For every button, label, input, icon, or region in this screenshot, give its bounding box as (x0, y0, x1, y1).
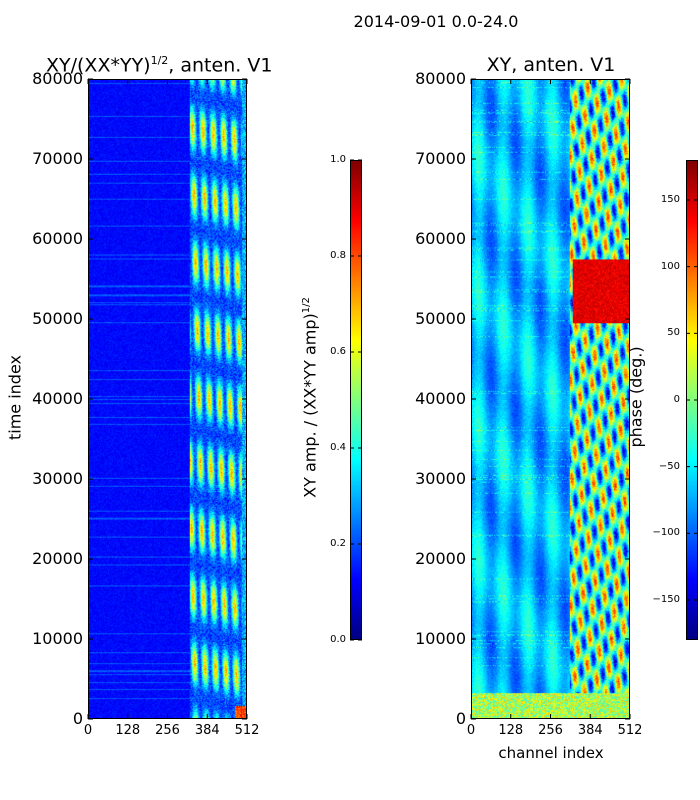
y-tick-label: 60000 (415, 229, 466, 248)
amplitude-colorbar-tick: 0.4 (330, 442, 346, 453)
amplitude-colorbar (350, 160, 362, 640)
y-tick-label: 50000 (32, 309, 83, 328)
amplitude-colorbar-tick: 0.0 (330, 634, 346, 645)
y-tick-label: 50000 (415, 309, 466, 328)
left-title-main: XY/(XX*YY) (46, 54, 151, 77)
right-panel-title: XY, anten. V1 (486, 54, 616, 76)
y-tick-label: 80000 (415, 69, 466, 88)
amplitude-colorbar-tick: 0.6 (330, 346, 346, 357)
y-tick-label: 60000 (32, 229, 83, 248)
y-tick-label: 30000 (32, 469, 83, 488)
x-tick-label: 128 (498, 723, 524, 738)
amplitude-colorbar-tick: 0.2 (330, 538, 346, 549)
y-tick-label: 10000 (415, 629, 466, 648)
x-tick-label: 384 (577, 723, 603, 738)
x-tick-label: 256 (155, 723, 180, 738)
y-tick-label: 0 (455, 709, 466, 728)
phase-colorbar-tick: −150 (652, 594, 680, 605)
x-tick-label: 0 (466, 723, 476, 738)
phase-colorbar-tick: 50 (667, 327, 680, 339)
x-tick-label: 256 (538, 723, 563, 738)
y-tick-label: 20000 (32, 549, 83, 568)
y-tick-label: 30000 (415, 469, 466, 488)
right-xlabel: channel index (498, 744, 604, 762)
y-tick-label: 80000 (32, 69, 83, 88)
phase-colorbar-tick: −100 (652, 527, 680, 539)
y-tick-label: 0 (72, 709, 83, 728)
y-tick-label: 70000 (32, 149, 83, 168)
left-panel-title: XY/(XX*YY)1/2, anten. V1 (46, 54, 272, 76)
x-tick-label: 384 (194, 723, 220, 738)
x-tick-label: 0 (83, 723, 93, 738)
x-tick-label: 512 (234, 723, 260, 738)
amplitude-colorbar-tick: 0.8 (330, 250, 346, 261)
phase-colorbar-tick: 100 (660, 260, 680, 272)
x-tick-label: 512 (617, 723, 643, 738)
x-tick-label: 128 (115, 723, 141, 738)
y-tick-label: 10000 (32, 629, 83, 648)
y-tick-label: 40000 (32, 389, 83, 408)
phase-colorbar-tick: 0 (673, 394, 680, 405)
figure-suptitle: 2014-09-01 0.0-24.0 (353, 12, 519, 31)
y-tick-label: 40000 (415, 389, 466, 408)
y-tick-label: 70000 (415, 149, 466, 168)
phase-colorbar-tick: 150 (660, 194, 680, 205)
phase-colorbar-tick: −50 (658, 460, 680, 472)
phase-heatmap (471, 79, 630, 719)
left-title-tail: , anten. V1 (168, 54, 273, 77)
left-title-exponent: 1/2 (150, 54, 169, 67)
y-tick-label: 20000 (415, 549, 466, 568)
amplitude-colorbar-tick: 1.0 (330, 154, 346, 165)
